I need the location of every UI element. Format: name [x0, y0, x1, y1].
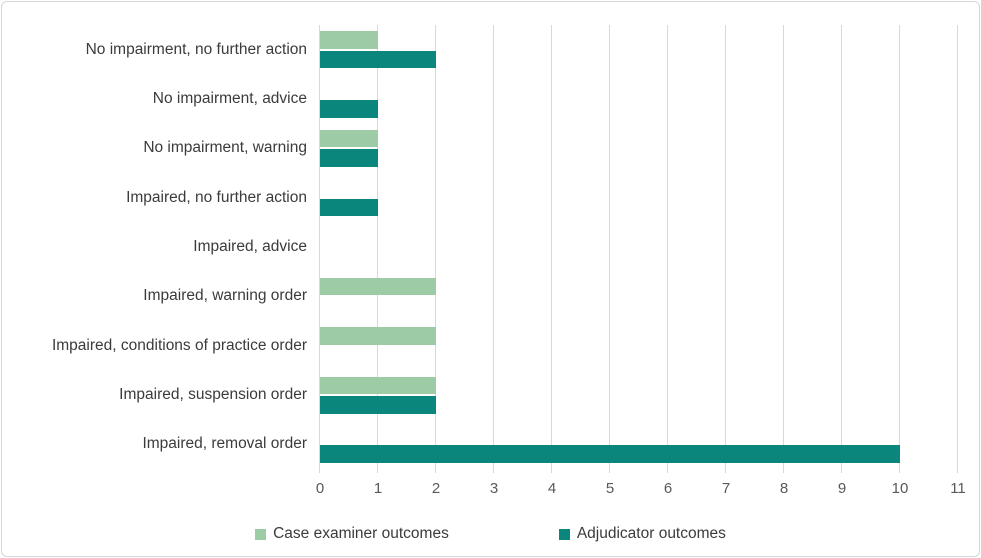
gridline [957, 25, 958, 473]
legend: Case examiner outcomes Adjudicator outcom… [2, 525, 979, 543]
gridline [551, 25, 552, 473]
category-label: No impairment, warning [143, 139, 307, 157]
gridline [667, 25, 668, 473]
bar-case-examiner [320, 129, 378, 148]
bar-case-examiner [320, 327, 436, 345]
legend-swatch-icon [255, 528, 267, 540]
category-label: No impairment, advice [152, 90, 307, 107]
gridline [435, 25, 436, 473]
x-axis-tick-label: 1 [373, 480, 383, 497]
gridline [493, 25, 494, 473]
gridline [319, 25, 320, 473]
x-axis-tick-label: 9 [837, 480, 847, 497]
x-axis-tick-label: 8 [779, 480, 789, 497]
bar-adjudicator [320, 149, 378, 167]
bar-adjudicator [320, 396, 436, 414]
x-axis-tick-label: 11 [950, 480, 966, 497]
gridline [899, 25, 900, 473]
category-label: Impaired, advice [193, 238, 307, 255]
gridline [783, 25, 784, 473]
legend-item: Case examiner outcomes [255, 525, 449, 543]
gridline [377, 25, 378, 473]
legend-item: Adjudicator outcomes [558, 525, 726, 543]
legend-swatch-icon [558, 528, 570, 540]
x-axis-tick-label: 2 [431, 480, 441, 497]
x-axis-tick-label: 3 [489, 480, 499, 497]
bar-adjudicator [320, 100, 378, 118]
bar-adjudicator [320, 198, 378, 217]
category-label: Impaired, conditions of practice order [51, 336, 307, 354]
x-axis-tick-label: 10 [891, 480, 909, 497]
x-axis-tick-label: 6 [663, 480, 673, 497]
gridline [609, 25, 610, 473]
legend-label: Case examiner outcomes [273, 525, 449, 542]
category-label: Impaired, suspension order [119, 386, 307, 403]
category-label: Impaired, warning order [143, 287, 307, 305]
x-axis-tick-label: 5 [605, 480, 615, 497]
bar-case-examiner [320, 376, 436, 394]
bar-adjudicator [320, 50, 436, 69]
gridline [841, 25, 842, 473]
bar-case-examiner [320, 31, 378, 49]
legend-label: Adjudicator outcomes [576, 525, 726, 542]
x-axis-tick-label: 0 [315, 480, 325, 497]
gridline [725, 25, 726, 473]
x-axis-tick-label: 7 [721, 480, 731, 497]
bar-adjudicator [320, 445, 900, 463]
category-label: No impairment, no further action [85, 40, 307, 58]
category-label: Impaired, removal order [142, 435, 307, 453]
category-label: Impaired, no further action [126, 188, 307, 206]
bar-case-examiner [320, 277, 436, 296]
x-axis-tick-label: 4 [547, 480, 557, 497]
